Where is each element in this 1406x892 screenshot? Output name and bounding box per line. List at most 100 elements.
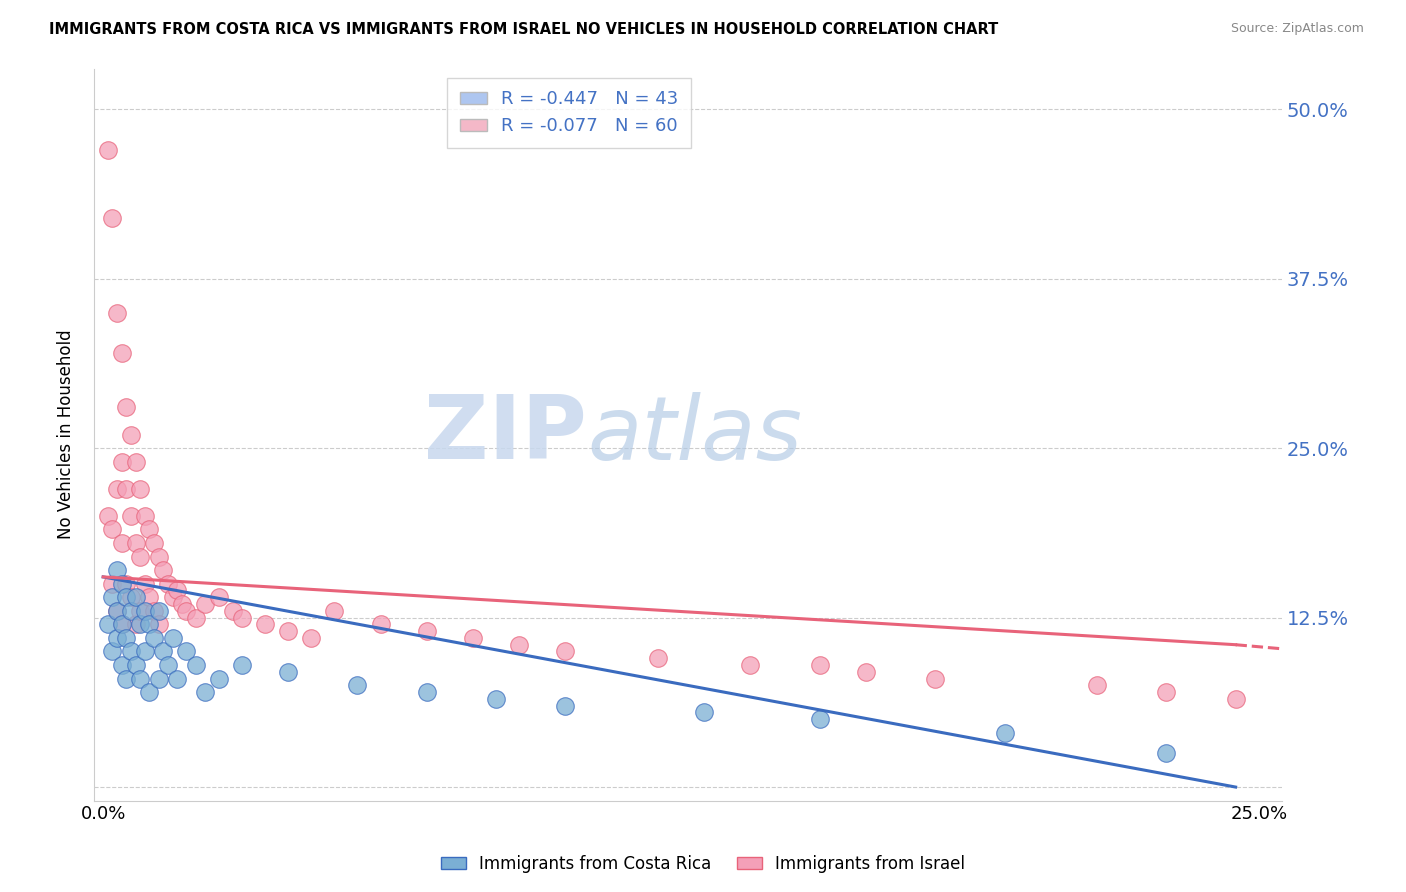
Point <box>1156 746 1178 760</box>
Point <box>129 549 152 564</box>
Point <box>299 631 322 645</box>
Point <box>105 482 128 496</box>
Legend: R = -0.447   N = 43, R = -0.077   N = 60: R = -0.447 N = 43, R = -0.077 N = 60 <box>447 78 692 148</box>
Point <box>134 644 156 658</box>
Point <box>124 591 146 605</box>
Point <box>111 617 134 632</box>
Point <box>184 658 207 673</box>
Point <box>152 563 174 577</box>
Point <box>176 604 198 618</box>
Point <box>1085 678 1108 692</box>
Point <box>148 549 170 564</box>
Point <box>138 617 160 632</box>
Point <box>808 712 831 726</box>
Point <box>115 401 138 415</box>
Point <box>647 651 669 665</box>
Point <box>231 610 253 624</box>
Legend: Immigrants from Costa Rica, Immigrants from Israel: Immigrants from Costa Rica, Immigrants f… <box>434 848 972 880</box>
Point <box>461 631 484 645</box>
Point <box>134 508 156 523</box>
Point <box>855 665 877 679</box>
Point <box>346 678 368 692</box>
Point <box>208 591 231 605</box>
Point <box>221 604 243 618</box>
Point <box>693 706 716 720</box>
Point <box>152 644 174 658</box>
Point <box>111 536 134 550</box>
Point <box>156 576 179 591</box>
Point <box>162 631 184 645</box>
Point <box>105 604 128 618</box>
Point <box>124 617 146 632</box>
Point <box>277 665 299 679</box>
Point <box>124 658 146 673</box>
Point <box>508 638 530 652</box>
Point <box>134 576 156 591</box>
Point <box>129 604 152 618</box>
Point <box>101 211 124 225</box>
Point <box>101 523 124 537</box>
Point <box>134 604 156 618</box>
Point <box>208 672 231 686</box>
Point <box>105 563 128 577</box>
Point <box>740 658 762 673</box>
Point <box>105 604 128 618</box>
Point <box>101 576 124 591</box>
Point <box>97 508 120 523</box>
Point <box>148 672 170 686</box>
Point <box>1156 685 1178 699</box>
Point <box>105 631 128 645</box>
Point <box>143 536 166 550</box>
Point <box>138 685 160 699</box>
Point <box>120 604 142 618</box>
Point <box>120 508 142 523</box>
Point <box>277 624 299 639</box>
Point <box>129 482 152 496</box>
Point <box>111 346 134 360</box>
Point <box>120 591 142 605</box>
Point <box>194 685 217 699</box>
Point <box>124 536 146 550</box>
Point <box>105 305 128 319</box>
Point <box>1225 692 1247 706</box>
Point <box>166 672 188 686</box>
Point <box>416 685 439 699</box>
Point <box>129 672 152 686</box>
Point <box>120 427 142 442</box>
Point <box>162 591 184 605</box>
Point <box>148 617 170 632</box>
Point <box>129 617 152 632</box>
Point <box>231 658 253 673</box>
Point <box>323 604 346 618</box>
Point <box>111 617 134 632</box>
Point <box>253 617 276 632</box>
Point <box>176 644 198 658</box>
Point <box>184 610 207 624</box>
Point <box>97 143 120 157</box>
Point <box>924 672 946 686</box>
Point <box>370 617 392 632</box>
Point <box>101 591 124 605</box>
Point <box>138 523 160 537</box>
Text: IMMIGRANTS FROM COSTA RICA VS IMMIGRANTS FROM ISRAEL NO VEHICLES IN HOUSEHOLD CO: IMMIGRANTS FROM COSTA RICA VS IMMIGRANTS… <box>49 22 998 37</box>
Point <box>111 576 134 591</box>
Text: atlas: atlas <box>586 392 801 477</box>
Point <box>808 658 831 673</box>
Point <box>124 455 146 469</box>
Point <box>554 698 576 713</box>
Point <box>194 597 217 611</box>
Point <box>111 455 134 469</box>
Point <box>97 617 120 632</box>
Point <box>148 604 170 618</box>
Point <box>115 672 138 686</box>
Point <box>101 644 124 658</box>
Point <box>166 583 188 598</box>
Point <box>115 576 138 591</box>
Point <box>143 604 166 618</box>
Point <box>416 624 439 639</box>
Text: ZIP: ZIP <box>425 391 586 478</box>
Point <box>554 644 576 658</box>
Point <box>111 658 134 673</box>
Point <box>115 631 138 645</box>
Point <box>156 658 179 673</box>
